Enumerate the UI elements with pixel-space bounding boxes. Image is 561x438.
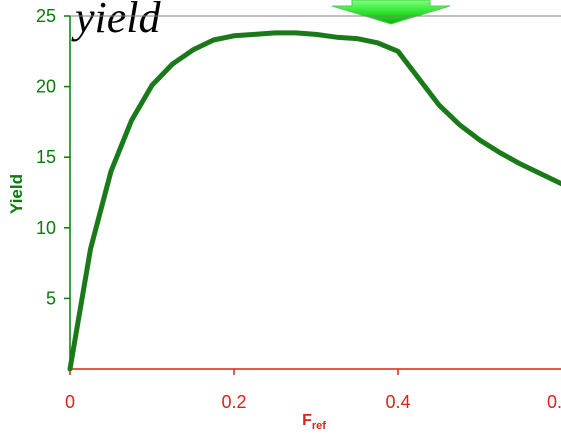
y-ticks: 5 10 15 20 25 xyxy=(36,6,70,308)
x-tick-label: 0.2 xyxy=(221,392,246,412)
x-axis-label-sub: ref xyxy=(312,420,326,432)
x-tick-label: 0. xyxy=(547,392,561,412)
y-tick-label: 15 xyxy=(36,147,56,167)
y-tick-label: 20 xyxy=(36,77,56,97)
x-tick-label: 0 xyxy=(65,392,75,412)
yield-series-line xyxy=(67,30,561,372)
y-tick-label: 5 xyxy=(46,288,56,308)
x-tick-label: 0.4 xyxy=(385,392,410,412)
y-axis-label: Yield xyxy=(7,174,26,214)
x-axis-label: Fref xyxy=(302,412,326,432)
x-ticks: 0 0.2 0.4 0. xyxy=(65,369,561,412)
down-arrow-icon xyxy=(331,0,451,25)
y-tick-label: 25 xyxy=(36,6,56,26)
y-tick-label: 10 xyxy=(36,218,56,238)
chart-title: yield xyxy=(71,0,162,42)
x-axis-label-main: F xyxy=(302,412,312,429)
